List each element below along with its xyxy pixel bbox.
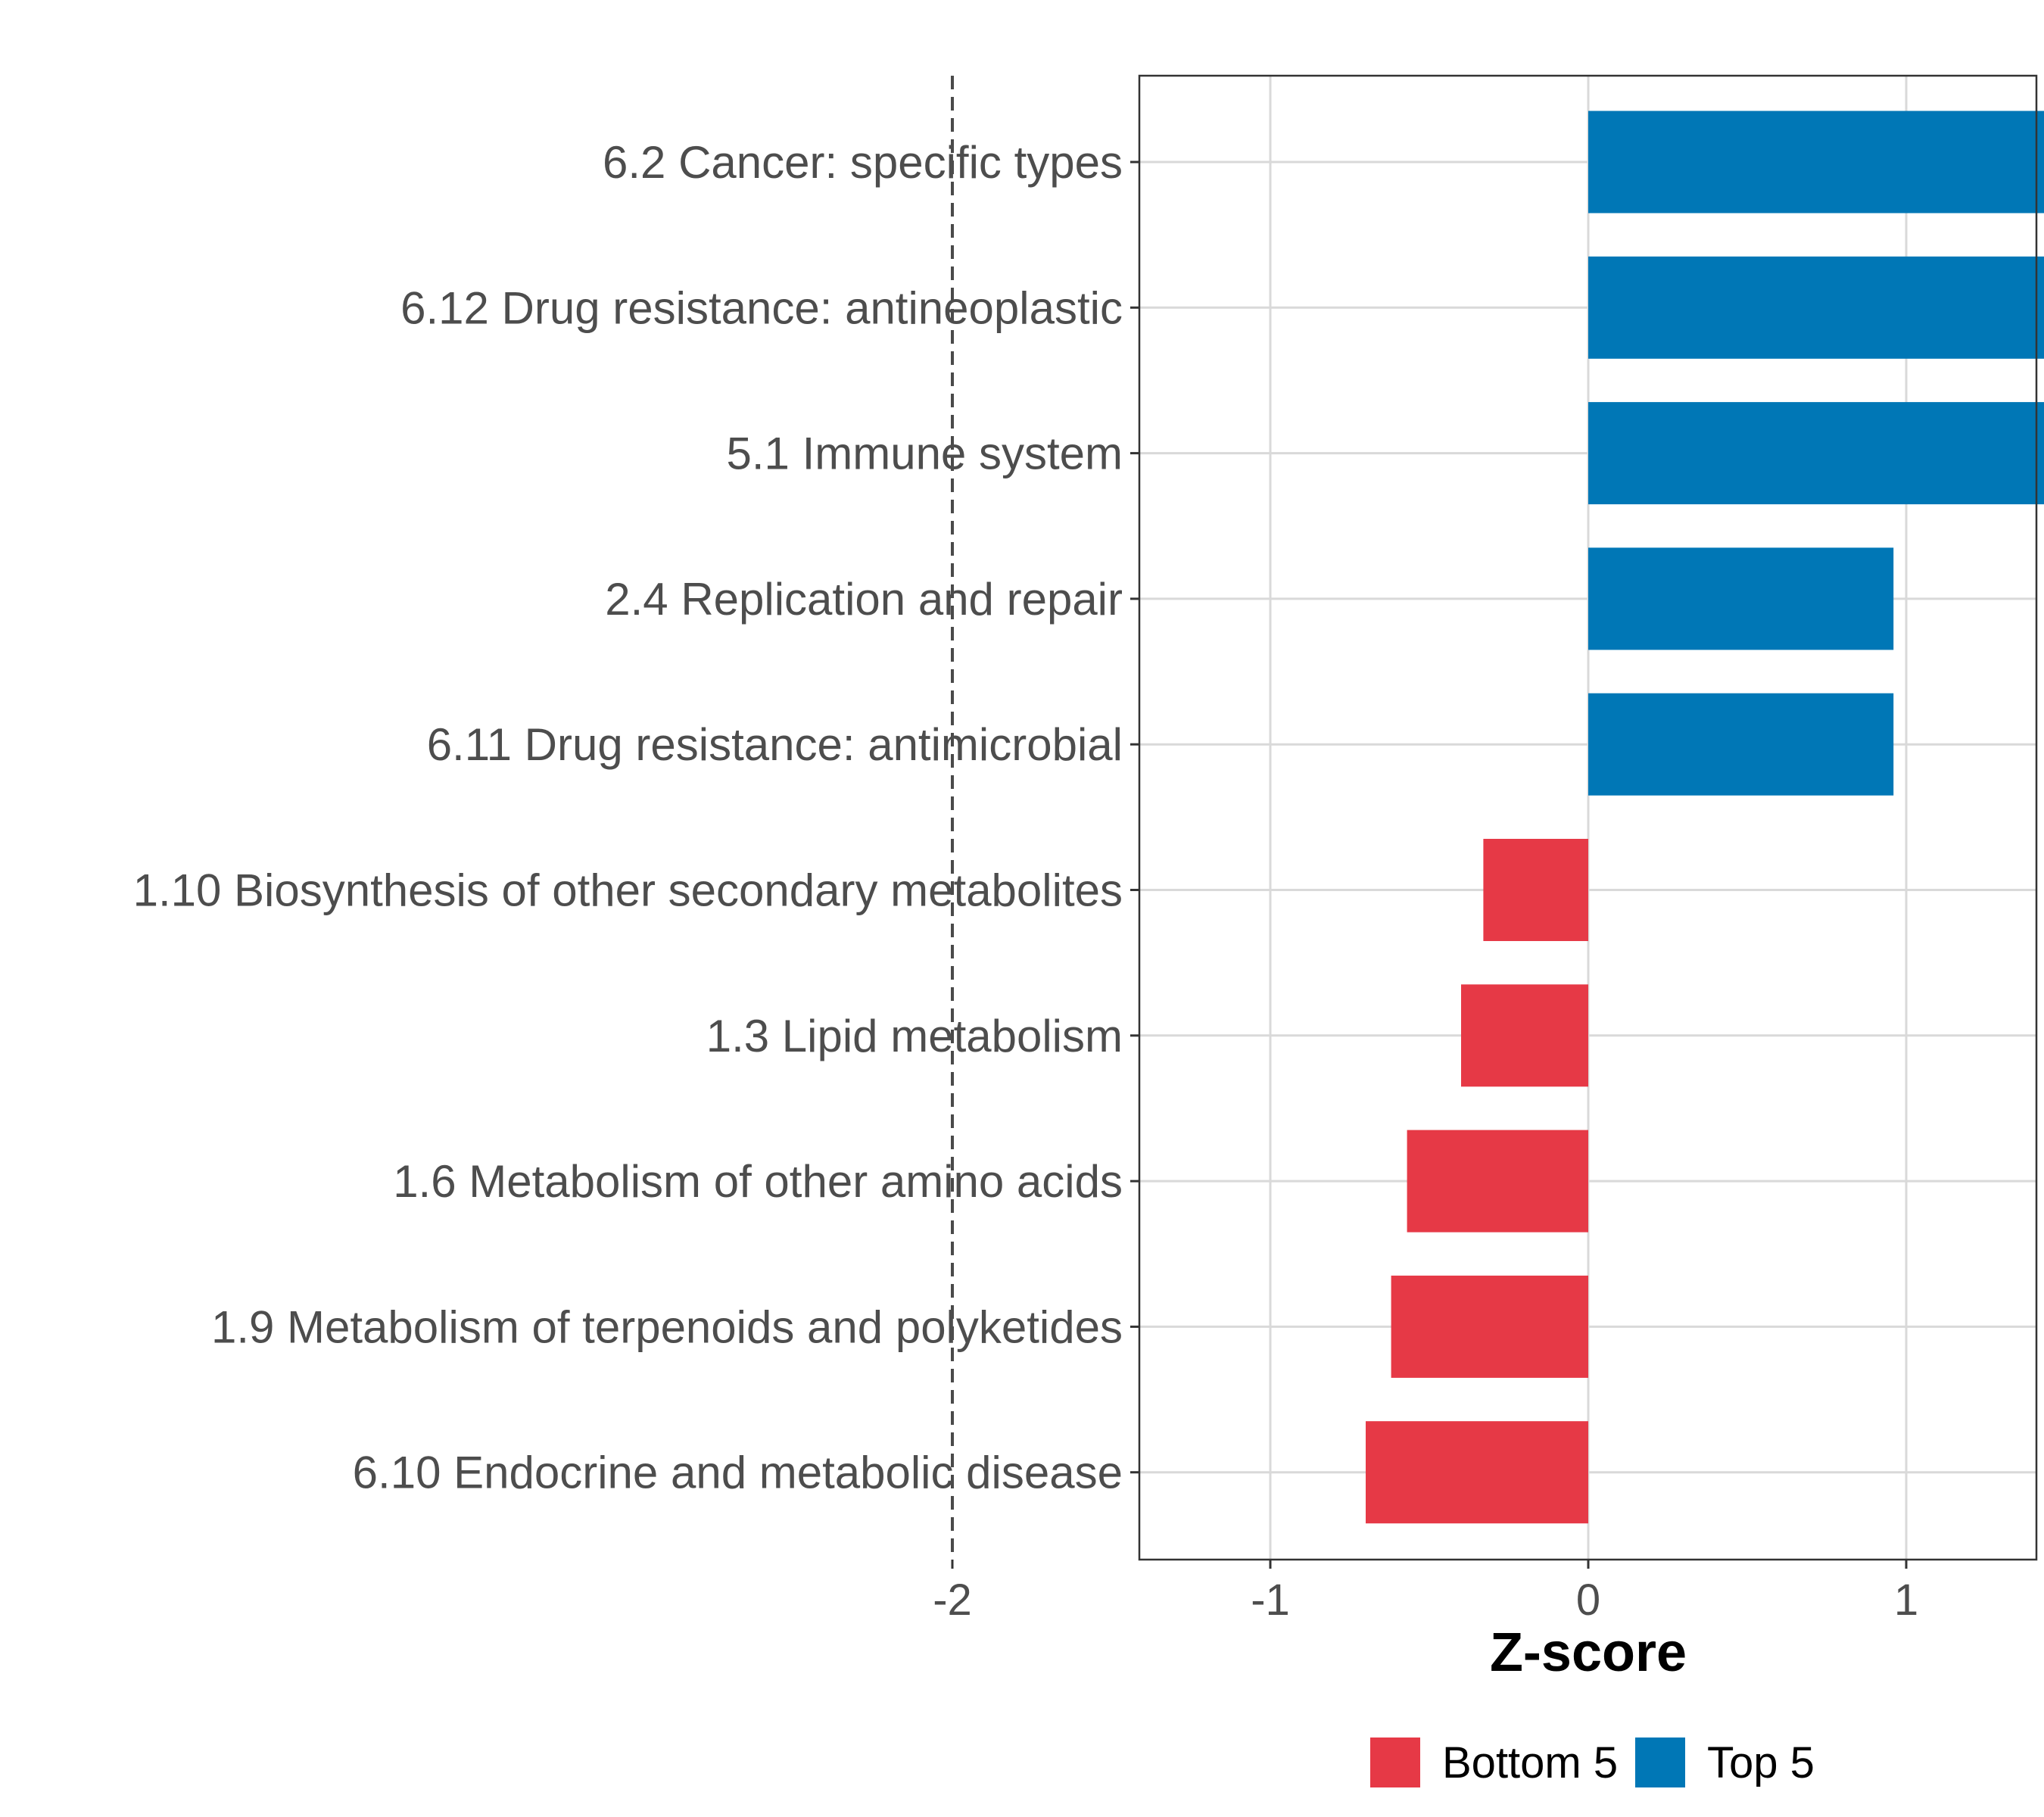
bar <box>1461 984 1588 1087</box>
legend-label: Top 5 <box>1707 1738 1815 1787</box>
bar <box>1588 547 1894 650</box>
y-tick-label: 5.1 Immune system <box>726 429 1123 479</box>
x-tick-label: -2 <box>933 1575 972 1625</box>
y-tick-label: 1.10 Biosynthesis of other secondary met… <box>133 865 1123 916</box>
bar <box>1366 1421 1588 1524</box>
y-tick-label: 6.2 Cancer: specific types <box>603 137 1123 188</box>
y-tick-label: 1.9 Metabolism of terpenoids and polyket… <box>211 1301 1123 1352</box>
reference-lines <box>951 76 954 1560</box>
bar <box>1588 256 2044 359</box>
bar <box>1483 839 1588 941</box>
x-tick-label: 1 <box>1894 1575 1918 1625</box>
y-tick-label: 1.3 Lipid metabolism <box>706 1011 1123 1061</box>
legend-label: Bottom 5 <box>1442 1738 1618 1787</box>
y-tick-label: 2.4 Replication and repair <box>605 574 1123 625</box>
x-tick-label: 0 <box>1576 1575 1600 1625</box>
bar <box>1391 1275 1588 1378</box>
bars <box>1366 111 2044 1524</box>
y-tick-label: 6.11 Drug resistance: antimicrobial <box>427 719 1123 770</box>
y-axis-ticks: 6.2 Cancer: specific types 6.12 Drug resi… <box>133 137 1139 1498</box>
bar <box>1588 402 2044 505</box>
x-axis-title: Z-score <box>1490 1622 1687 1683</box>
y-tick-label: 6.12 Drug resistance: antineoplastic <box>400 282 1123 333</box>
legend: Bottom 5 Top 5 <box>1370 1738 1815 1787</box>
y-tick-label: 6.10 Endocrine and metabolic disease <box>353 1448 1123 1498</box>
y-tick-label: 1.6 Metabolism of other amino acids <box>393 1156 1123 1207</box>
bar <box>1407 1130 1588 1233</box>
bar <box>1588 111 2044 213</box>
x-axis-ticks: -2-1012 <box>933 1560 1918 1625</box>
bar <box>1588 693 1894 796</box>
legend-key <box>1635 1738 1685 1787</box>
legend-key <box>1370 1738 1420 1787</box>
x-tick-label: -1 <box>1251 1575 1290 1625</box>
